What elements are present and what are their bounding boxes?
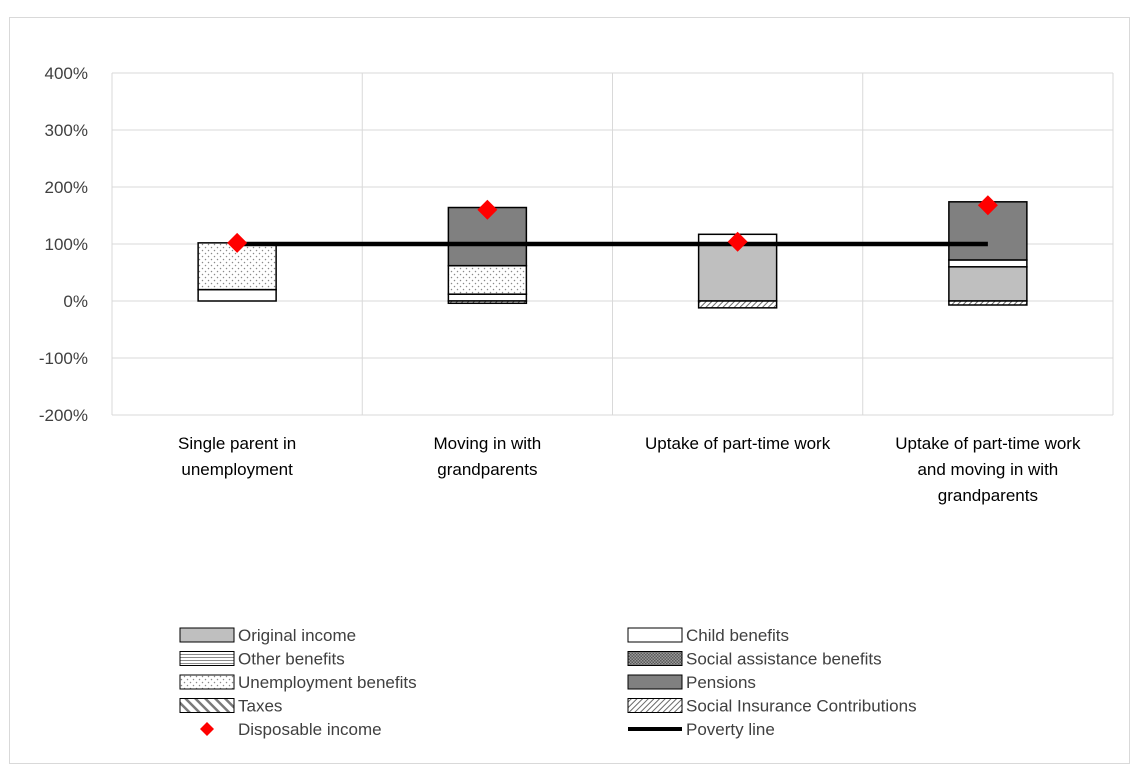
category-label: Uptake of part-time work xyxy=(645,434,831,453)
legend-swatch-socassist xyxy=(627,651,683,666)
legend-item: Unemployment benefits xyxy=(179,673,417,692)
bar-segment-sic xyxy=(697,300,778,309)
category-label: Uptake of part-time work xyxy=(895,434,1081,453)
category-label: grandparents xyxy=(938,486,1038,505)
legend-label: Unemployment benefits xyxy=(238,673,417,692)
y-tick-label: 200% xyxy=(45,178,88,197)
bar-segment-unemp xyxy=(447,264,528,295)
legend-label: Poverty line xyxy=(686,720,775,739)
x-axis-category-labels: Single parent in unemployment Moving in wi… xyxy=(178,434,1081,505)
y-tick-label: 0% xyxy=(63,292,88,311)
legend-swatch-other xyxy=(179,651,235,666)
category-label: Single parent in xyxy=(178,434,296,453)
legend-label: Pensions xyxy=(686,673,756,692)
bar-segment-child xyxy=(447,293,528,302)
legend-label: Original income xyxy=(238,626,356,645)
disposable-income-series xyxy=(227,195,998,253)
legend-label: Taxes xyxy=(238,697,282,716)
legend-swatch-unemp xyxy=(179,674,235,690)
legend-item: Social assistance benefits xyxy=(627,650,882,669)
y-tick-label: 300% xyxy=(45,121,88,140)
y-axis-tick-labels: 400% 300% 200% 100% 0% -100% -200% xyxy=(39,64,88,425)
legend-item: Disposable income xyxy=(200,720,382,739)
category-label: unemployment xyxy=(181,460,293,479)
chart-border xyxy=(9,17,1130,764)
y-tick-label: -200% xyxy=(39,406,88,425)
legend-label: Social Insurance Contributions xyxy=(686,697,917,716)
disposable-income-marker xyxy=(977,195,998,216)
legend: Original income Other benefits Unemploymen… xyxy=(179,626,917,739)
legend-label: Other benefits xyxy=(238,650,345,669)
legend-label: Social assistance benefits xyxy=(686,650,882,669)
legend-item: Social Insurance Contributions xyxy=(627,697,917,716)
legend-swatch-pensions xyxy=(627,674,683,690)
y-tick-label: -100% xyxy=(39,349,88,368)
legend-item: Taxes xyxy=(179,697,282,716)
category-label: Moving in with xyxy=(434,434,542,453)
legend-swatch-child xyxy=(627,627,683,643)
bar-segment-sic xyxy=(447,300,528,305)
y-tick-label: 400% xyxy=(45,64,88,83)
bar-segment-sic xyxy=(948,300,1028,306)
legend-item: Poverty line xyxy=(628,720,775,739)
legend-diamond-marker xyxy=(200,722,214,736)
disposable-income-marker xyxy=(227,232,248,253)
category-label: and moving in with xyxy=(917,460,1058,479)
category-label: grandparents xyxy=(437,460,537,479)
disposable-income-marker xyxy=(477,199,498,220)
legend-item: Other benefits xyxy=(179,650,345,669)
disposable-income-marker xyxy=(727,231,748,252)
y-tick-label: 100% xyxy=(45,235,88,254)
legend-label: Disposable income xyxy=(238,720,382,739)
bar-segment-original xyxy=(948,266,1028,302)
legend-swatch-sic xyxy=(627,698,683,713)
legend-swatch-original xyxy=(179,627,235,643)
legend-item: Original income xyxy=(179,626,356,645)
bar-segment-original xyxy=(697,243,778,302)
legend-label: Child benefits xyxy=(686,626,789,645)
legend-item: Child benefits xyxy=(627,626,789,645)
legend-item: Pensions xyxy=(627,673,756,692)
bar-segment-child xyxy=(948,259,1028,268)
legend-swatch-taxes xyxy=(179,698,235,713)
bar-segment-child xyxy=(197,288,277,302)
